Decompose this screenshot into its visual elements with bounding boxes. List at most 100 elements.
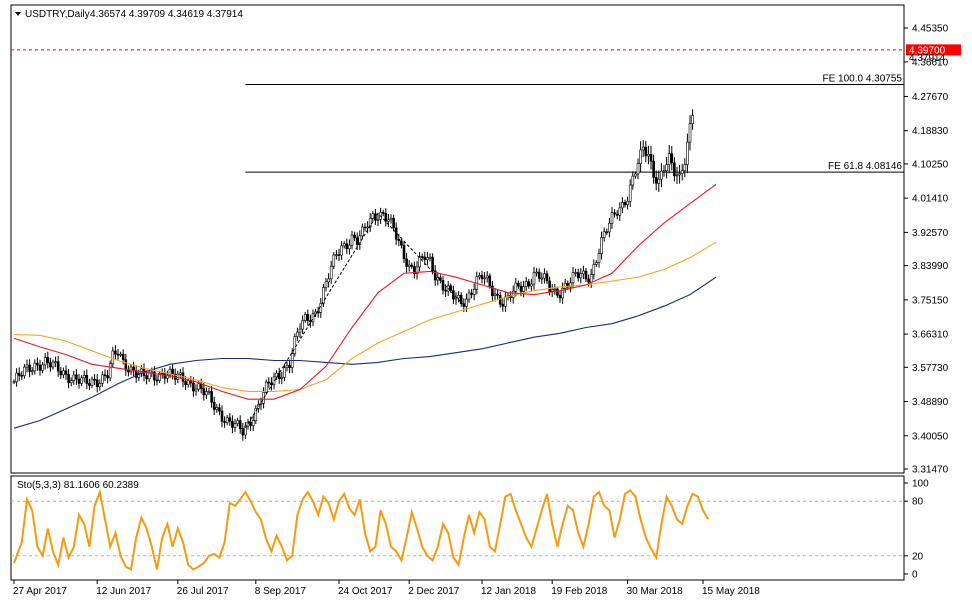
- candle-body: [215, 407, 219, 410]
- candle-body: [194, 388, 198, 392]
- stochastic-plot-layer: [11, 488, 904, 572]
- candle-body: [345, 243, 349, 250]
- candle: [662, 165, 666, 177]
- candle: [470, 289, 473, 299]
- price-axis-tick-label: 3.40050: [912, 431, 949, 442]
- candle: [600, 231, 603, 260]
- candle-body: [428, 256, 432, 259]
- candle: [56, 355, 60, 377]
- candle-body: [587, 278, 590, 283]
- price-axis-tick-label: 3.57730: [912, 363, 949, 374]
- ma-slow-line: [13, 276, 717, 429]
- price-axis-tick-label: 4.36610: [912, 57, 949, 68]
- candle: [493, 288, 497, 302]
- candle-body: [158, 372, 161, 381]
- candle: [665, 156, 668, 179]
- candle: [51, 359, 55, 370]
- candle-body: [420, 256, 424, 258]
- candle: [613, 209, 616, 218]
- candle-body: [623, 202, 627, 206]
- candle: [626, 196, 629, 210]
- candle: [322, 283, 325, 308]
- candle-body: [145, 375, 148, 380]
- candle: [478, 272, 481, 280]
- candle: [649, 145, 653, 170]
- candle-body: [116, 353, 120, 356]
- candle-body: [488, 275, 492, 287]
- price-axis-tick-label: 3.83990: [912, 261, 949, 272]
- candle-body: [103, 374, 107, 377]
- candle-body: [387, 219, 390, 222]
- candle: [511, 285, 515, 304]
- candle-body: [498, 294, 502, 305]
- candle: [654, 170, 658, 191]
- candle-body: [532, 272, 536, 285]
- price-axis-tick-label: 3.66310: [912, 330, 949, 341]
- candle: [431, 253, 434, 275]
- candle-body: [597, 253, 601, 263]
- candle-body: [69, 380, 73, 384]
- candle: [95, 374, 99, 393]
- candle: [543, 268, 546, 284]
- candle: [561, 282, 564, 304]
- candle-body: [75, 374, 78, 380]
- candle: [691, 109, 694, 130]
- candle-body: [574, 272, 577, 274]
- candle: [618, 202, 622, 222]
- candle-body: [298, 328, 302, 333]
- candle-body: [675, 174, 679, 177]
- candle: [236, 417, 239, 427]
- stochastic-axis: 100 80 20 0: [904, 479, 929, 581]
- candle-body: [402, 244, 406, 260]
- candle-body: [371, 213, 375, 219]
- candle-body: [457, 295, 460, 299]
- candle-body: [121, 353, 125, 361]
- candle-body: [688, 123, 692, 143]
- candle-body: [683, 164, 687, 171]
- candle: [441, 276, 445, 295]
- candle: [459, 292, 463, 307]
- candle: [192, 377, 195, 397]
- candle-body: [389, 217, 393, 220]
- price-axis-tick-label: 3.48890: [912, 397, 949, 408]
- candle-body: [415, 266, 419, 274]
- candle: [660, 163, 663, 188]
- candle-body: [207, 391, 211, 393]
- candle-body: [665, 164, 668, 172]
- candle: [420, 253, 424, 260]
- zigzag-line: [242, 212, 462, 433]
- candle-body: [218, 407, 221, 412]
- candle: [402, 240, 406, 264]
- candle-body: [90, 378, 94, 386]
- candle-body: [277, 372, 281, 379]
- candle: [296, 327, 299, 341]
- candle-body: [462, 303, 466, 307]
- candle-body: [88, 383, 91, 386]
- candle: [280, 371, 284, 385]
- candle: [72, 370, 76, 385]
- candle-body: [176, 373, 180, 380]
- time-axis-tick-label: 30 Mar 2018: [627, 586, 684, 597]
- candle-body: [504, 296, 507, 307]
- candle-body: [202, 388, 206, 396]
- candle: [610, 207, 614, 229]
- candle: [363, 222, 367, 232]
- candle: [350, 230, 354, 250]
- candle: [384, 208, 388, 227]
- candle: [298, 323, 302, 338]
- candle-body: [324, 281, 328, 288]
- candle: [641, 140, 645, 157]
- candle: [163, 367, 167, 385]
- candle-body: [348, 244, 351, 250]
- price-pane[interactable]: [10, 4, 905, 474]
- candle-body: [407, 264, 411, 267]
- chevron-down-icon[interactable]: [15, 12, 21, 16]
- candle: [228, 413, 232, 426]
- candle-body: [301, 320, 304, 330]
- price-axis: 4.45350 4.36610 4.27670 4.18830 4.10250 4.014…: [904, 24, 949, 476]
- stochastic-axis-tick-label: 20: [912, 551, 924, 562]
- candle: [550, 284, 554, 298]
- candle-body: [631, 175, 635, 186]
- price-axis-tick-label: 3.31470: [912, 465, 949, 476]
